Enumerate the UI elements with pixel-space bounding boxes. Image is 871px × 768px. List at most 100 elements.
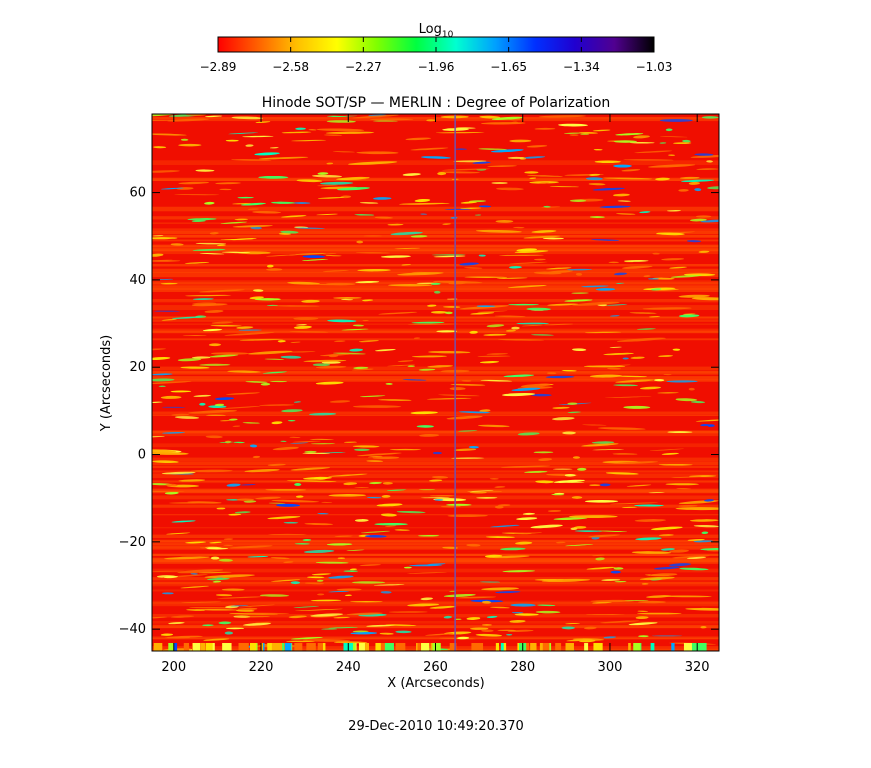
streak	[271, 305, 320, 307]
streak	[328, 626, 358, 629]
band	[152, 299, 719, 303]
streak	[174, 416, 200, 419]
x-tick-label: 240	[336, 660, 361, 675]
streak	[351, 368, 374, 371]
streak	[503, 374, 535, 378]
streak	[402, 173, 421, 176]
streak	[659, 118, 693, 122]
streak	[659, 136, 688, 138]
streak	[483, 333, 507, 336]
streak	[382, 481, 393, 485]
streak	[333, 297, 362, 299]
streak	[402, 379, 427, 381]
streak	[564, 299, 593, 302]
band	[152, 234, 719, 238]
streak	[574, 530, 603, 532]
streak	[238, 329, 262, 331]
edge-strip	[274, 643, 283, 651]
streak	[481, 587, 520, 591]
streak	[170, 615, 195, 618]
streak	[210, 556, 220, 560]
streak	[352, 405, 402, 408]
streak	[322, 270, 349, 272]
streak	[534, 578, 564, 581]
streak	[615, 133, 644, 136]
streak	[511, 326, 520, 330]
streak	[317, 512, 329, 515]
streak	[152, 449, 177, 453]
streak	[352, 324, 365, 327]
streak	[430, 282, 441, 285]
streak	[221, 588, 245, 591]
streak	[420, 497, 450, 499]
heatmap-layer	[152, 114, 719, 651]
streak	[496, 187, 524, 191]
streak	[199, 289, 245, 293]
streak	[242, 135, 274, 138]
streak	[209, 232, 219, 235]
streak	[671, 476, 702, 478]
streak	[635, 537, 662, 541]
streak	[410, 147, 449, 151]
colorbar-title-sub: 10	[442, 30, 454, 40]
streak	[313, 476, 327, 480]
streak	[277, 340, 286, 343]
streak	[497, 339, 545, 341]
streak	[605, 472, 639, 475]
streak	[700, 423, 709, 427]
streak	[312, 363, 331, 367]
streak	[220, 221, 248, 224]
streak	[170, 243, 184, 246]
edge-strip	[584, 643, 589, 651]
streak	[205, 435, 223, 439]
streak	[266, 264, 274, 268]
streak	[225, 627, 245, 630]
streak	[654, 289, 679, 291]
streak	[208, 405, 227, 409]
streak	[178, 143, 202, 147]
streak	[258, 175, 289, 179]
streak	[352, 630, 369, 633]
edge-strip	[694, 643, 705, 651]
streak	[310, 443, 336, 445]
streak	[500, 547, 526, 551]
streak	[551, 417, 575, 421]
streak	[616, 461, 659, 464]
streak	[234, 218, 249, 221]
streak	[271, 421, 283, 425]
band	[152, 514, 719, 516]
streak	[569, 199, 587, 202]
streak	[217, 596, 264, 599]
streak	[584, 331, 622, 334]
streak	[502, 570, 535, 573]
streak	[366, 460, 384, 462]
streak	[344, 594, 352, 596]
streak	[359, 564, 381, 567]
streak	[453, 618, 462, 620]
x-tick-label: 300	[598, 660, 623, 675]
streak	[410, 235, 428, 238]
streak	[241, 202, 266, 206]
streak	[283, 521, 299, 524]
edge-strip	[473, 643, 484, 651]
streak	[191, 356, 211, 359]
band	[152, 457, 719, 462]
streak	[668, 154, 676, 156]
streak	[670, 275, 702, 278]
streak	[634, 519, 666, 522]
streak	[588, 183, 606, 186]
streak	[666, 210, 682, 212]
streak	[478, 254, 486, 257]
band	[152, 620, 719, 624]
streak	[215, 594, 233, 597]
streak	[290, 442, 309, 444]
streak	[571, 292, 589, 294]
edge-strip	[650, 643, 655, 651]
streak	[252, 455, 261, 459]
streak	[592, 187, 626, 191]
streak	[434, 499, 444, 501]
band	[152, 443, 719, 448]
streak	[350, 631, 378, 635]
streak	[220, 238, 254, 240]
streak	[565, 544, 594, 547]
